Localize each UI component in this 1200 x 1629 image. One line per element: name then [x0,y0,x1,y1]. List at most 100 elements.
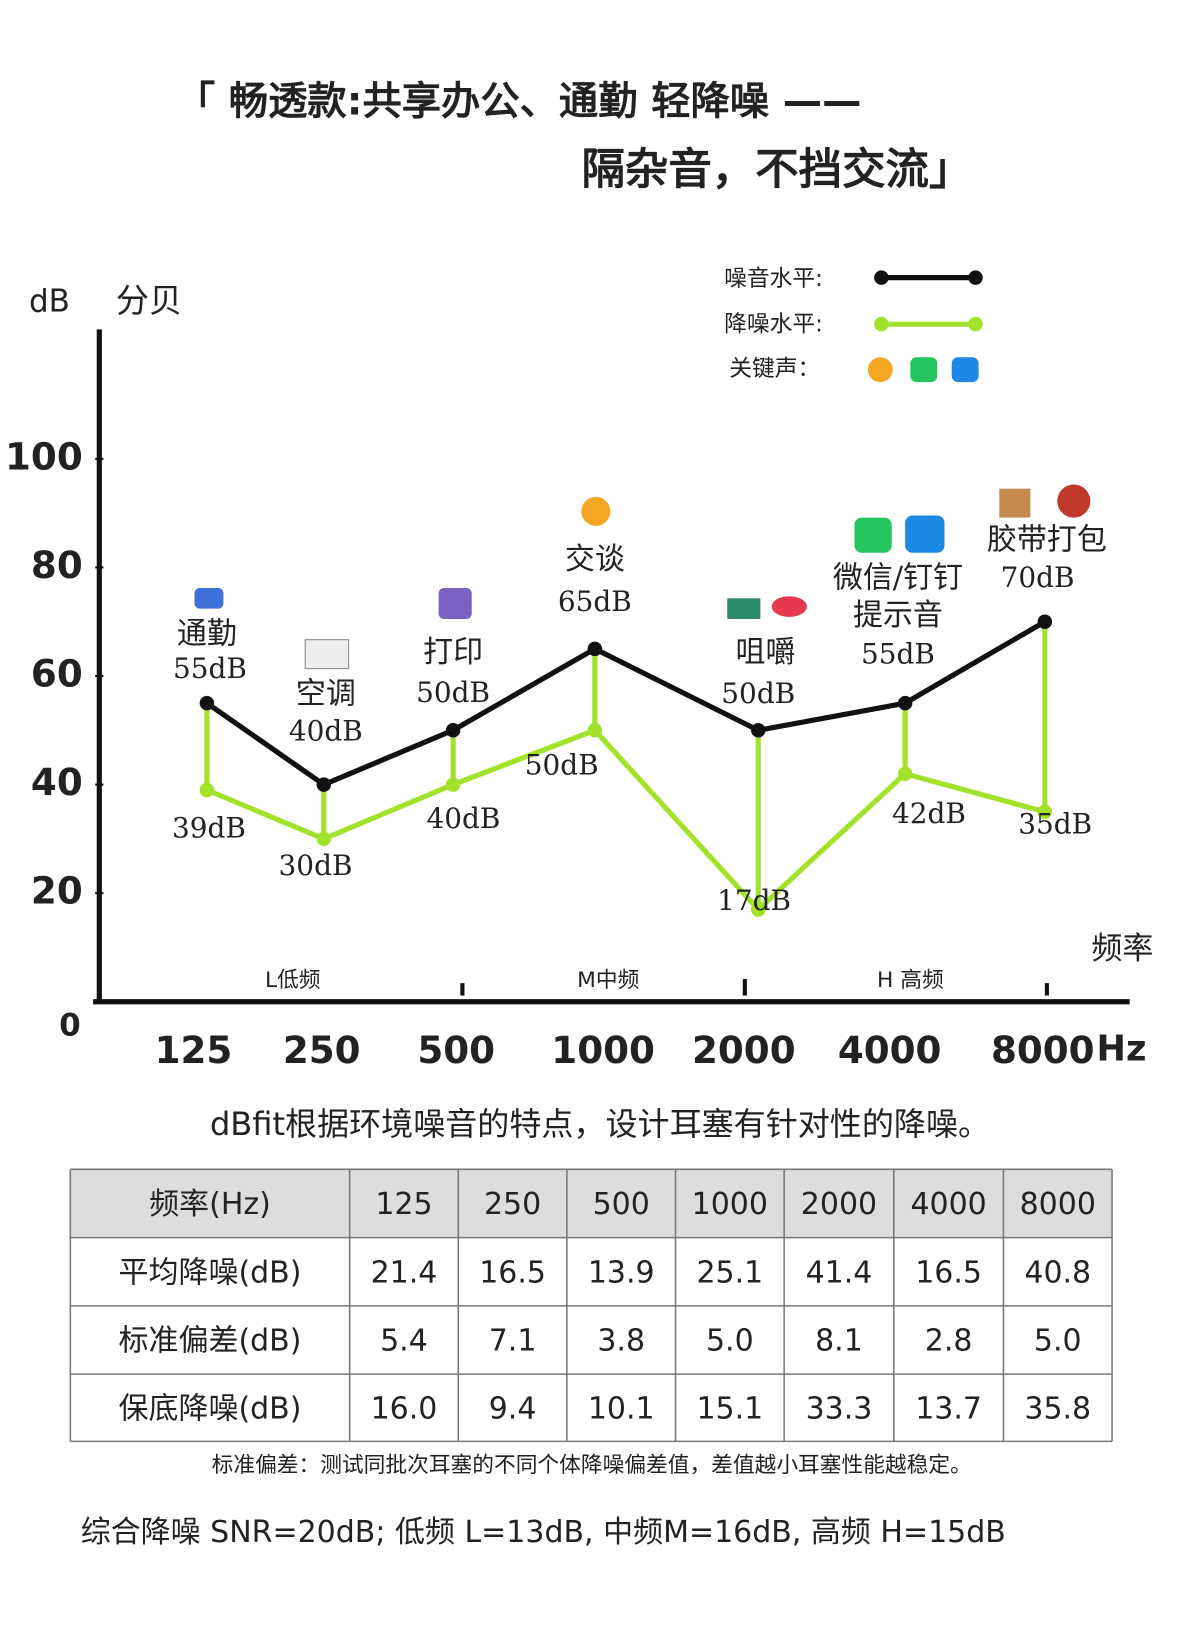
table-cell: 33.3 [806,1391,873,1426]
table: 频率(Hz) 125 250 500 1000 2000 4000 8000 平均降噪(dB) 2… [69,1168,1113,1443]
table-cell: 25.1 [696,1255,763,1290]
y-tick-label: 0 [59,1008,81,1044]
x-tick-label: 2000 [692,1028,796,1072]
data-point [897,695,913,711]
table-cell: 保底降噪(dB) [119,1391,302,1426]
x-tick-label: 125 [155,1028,233,1072]
value-label: 17dB [717,884,791,917]
legend-swatch [968,316,983,332]
annotation: 微信/钉钉 [833,561,963,596]
chart: 0 20 40 60 80 100 125 250 500 1000 2000 4000 8000 L低频… [5,270,1107,1072]
y-axis-label: 分贝 [116,281,182,320]
table-cell: 41.4 [806,1255,873,1290]
data-point [897,766,913,781]
value-label: 35dB [1018,807,1092,840]
data-point [751,902,766,917]
annotation: 空调 [296,677,356,712]
x-tick-label: 500 [417,1028,495,1072]
table-cell: 125 [375,1187,432,1222]
table-cell: 标准偏差(dB) [119,1324,302,1359]
legend-swatch [874,270,889,285]
annotation: 打印 [423,635,483,670]
data-point [587,641,603,657]
band-label: H 高频 [877,968,944,993]
x-tick-label: 4000 [838,1028,942,1072]
table-cell: 250 [484,1187,541,1222]
table-cell: 35.8 [1024,1391,1091,1426]
value-label: 30dB [279,849,353,882]
title-line: 隔杂音，不挡交流」 [581,144,972,195]
note: 标准偏差：测试同批次耳塞的不同个体降噪偏差值，差值越小耳塞性能越稳定。 [212,1453,972,1478]
value-label: 40dB [289,714,363,747]
annotation: 交谈 [565,542,625,577]
table-cell: 15.1 [696,1391,763,1426]
data-point [587,723,603,738]
data-point [199,782,215,798]
legend-label: 关键声： [729,356,820,382]
table-cell: 13.9 [588,1255,655,1290]
y-axis-label: dB [29,283,70,319]
value-label: 42dB [892,797,966,830]
data-point [445,777,461,792]
y-tick-label: 80 [31,543,83,587]
y-tick-label: 40 [31,760,83,804]
value-label: 65dB [558,585,632,618]
annotation: 通勤 [177,617,237,652]
table-cell: 9.4 [489,1391,537,1426]
table-cell: 4000 [910,1187,986,1222]
table-cell: 16.5 [915,1255,982,1290]
y-tick-label: 100 [5,434,83,478]
data-point [316,777,332,792]
table-cell: 平均降噪(dB) [119,1255,302,1290]
table-cell: 3.8 [597,1324,645,1359]
table-cell: 8000 [1020,1187,1096,1222]
x-tick-label: 1000 [551,1028,655,1072]
value-label: 39dB [172,812,246,845]
legend-swatch [874,316,889,332]
annotation: 提示音 [853,598,943,633]
table-cell: 16.0 [371,1391,438,1426]
key-icons [194,357,1091,670]
table-cell: 7.1 [489,1324,537,1359]
data-point [1037,804,1053,819]
x-tick-label: 250 [283,1028,361,1072]
data-point [199,695,215,711]
x-axis-label: 频率 [1091,931,1153,967]
table-cell: 500 [593,1187,650,1222]
data-point [751,723,766,738]
table-cell: 2000 [801,1187,877,1222]
value-label: 70dB [1001,561,1075,594]
x-unit: Hz [1097,1028,1147,1069]
table-cell: 21.4 [371,1255,438,1290]
band-label: M中频 [577,968,639,993]
data-point [1037,614,1053,629]
footer: 综合降噪 SNR=20dB; 低频 L=13dB, 中频M=16dB, 高频 H… [81,1515,1006,1550]
value-label: 50dB [721,677,795,710]
legend-label: 噪音水平: [724,266,823,292]
table-cell: 1000 [692,1187,768,1222]
value-label: 55dB [861,638,935,671]
table-cell: 8.1 [815,1324,863,1359]
title-line: 「 畅透款:共享办公、通勤 轻降噪 —— [176,79,862,124]
annotation: 胶带打包 [987,522,1107,557]
table-cell: 5.4 [380,1324,428,1359]
table-cell: 5.0 [706,1324,754,1359]
annotation: 咀嚼 [736,635,796,670]
data-point [445,723,461,738]
data-point [316,831,332,847]
value-label: 50dB [416,676,490,709]
table-header-bg [70,1169,1113,1238]
legend-label: 降噪水平: [724,312,823,338]
y-tick-label: 60 [31,652,83,696]
table-cell: 16.5 [479,1255,546,1290]
table-cell: 频率(Hz) [149,1187,271,1222]
legend-swatch [968,270,983,285]
table-cell: 2.8 [925,1324,973,1359]
value-label: 50dB [525,748,599,781]
band-label: L低频 [265,968,321,993]
y-tick-label: 20 [31,869,83,913]
table-cell: 5.0 [1034,1324,1082,1359]
table-cell: 40.8 [1024,1255,1091,1290]
value-label: 40dB [426,802,500,835]
